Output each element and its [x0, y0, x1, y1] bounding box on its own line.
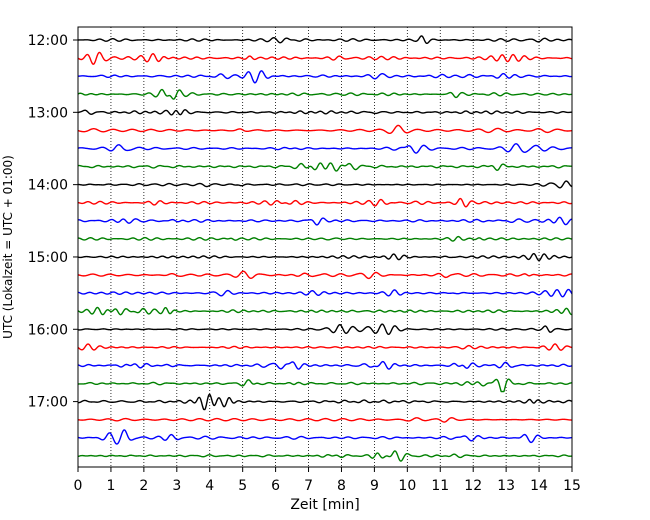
x-axis-ticks: 0 1 2 3 4 5 6 7 8 9 10 11 12 13 14 15 [74, 467, 581, 494]
y-tick-label: 14:00 [28, 178, 68, 194]
x-tick-label: 9 [370, 478, 379, 494]
trace-line [77, 197, 573, 208]
trace-line [77, 429, 573, 445]
plot-frame [77, 26, 573, 468]
trace-line [77, 70, 573, 84]
y-axis-label: UTC (Lokalzeit = UTC + 01:00) [1, 155, 15, 339]
x-tick-label: 8 [337, 478, 346, 494]
trace-line [77, 216, 573, 226]
trace-line [77, 288, 573, 298]
x-tick-label: 14 [530, 478, 548, 494]
trace-line [77, 360, 573, 370]
x-tick-label: 13 [497, 478, 515, 494]
trace-line [77, 306, 573, 316]
trace-line [77, 143, 573, 154]
x-tick-label: 1 [106, 478, 115, 494]
trace-line [77, 270, 573, 280]
trace-line [77, 252, 573, 262]
y-tick-label: 16:00 [28, 322, 68, 338]
y-tick-label: 12:00 [28, 33, 68, 49]
trace-line [77, 393, 573, 411]
x-tick-label: 2 [139, 478, 148, 494]
trace-line [77, 51, 573, 65]
trace-line [77, 124, 573, 135]
seismogram-traces [77, 35, 573, 462]
y-tick-label: 15:00 [28, 250, 68, 266]
trace-line [77, 88, 573, 100]
trace-line [77, 109, 573, 116]
trace-line [77, 378, 573, 393]
x-tick-label: 0 [74, 478, 83, 494]
x-tick-label: 10 [398, 478, 416, 494]
trace-line [77, 450, 573, 462]
y-tick-label: 13:00 [28, 105, 68, 121]
trace-line [77, 35, 573, 45]
trace-line [77, 235, 573, 242]
x-axis-label: Zeit [min] [290, 497, 359, 513]
trace-line [77, 417, 573, 423]
trace-line [77, 162, 573, 172]
x-tick-label: 3 [172, 478, 181, 494]
trace-line [77, 343, 573, 351]
x-tick-label: 6 [271, 478, 280, 494]
x-tick-label: 4 [205, 478, 214, 494]
trace-line [77, 180, 573, 189]
x-tick-label: 12 [464, 478, 482, 494]
trace-line [77, 323, 573, 336]
y-tick-label: 17:00 [28, 395, 68, 411]
x-tick-label: 11 [431, 478, 449, 494]
x-tick-label: 7 [304, 478, 313, 494]
x-tick-label: 15 [563, 478, 581, 494]
y-axis-ticks: 12:00 13:00 14:00 15:00 16:00 17:00 [28, 33, 78, 411]
x-tick-label: 5 [238, 478, 247, 494]
